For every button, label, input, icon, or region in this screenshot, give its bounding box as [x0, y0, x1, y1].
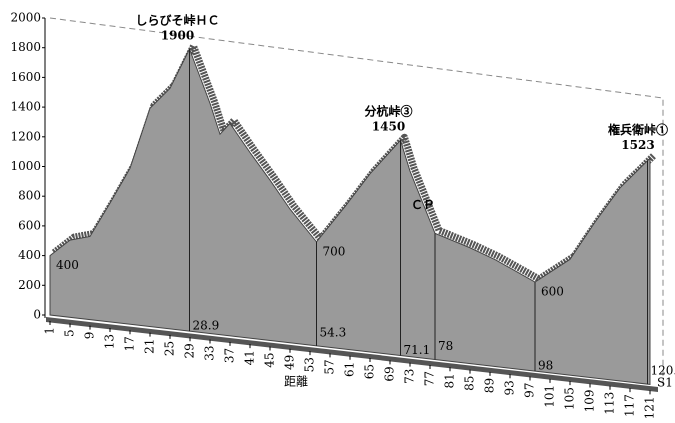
distance-label: 98	[538, 359, 553, 373]
x-tick-label: 9	[83, 332, 97, 340]
y-tick-label: 1200	[10, 129, 41, 143]
x-axis-title: 距離	[284, 375, 308, 389]
x-tick-label: 65	[363, 364, 377, 379]
y-tick-label: 200	[18, 278, 41, 292]
x-tick-label: 5	[63, 329, 77, 337]
x-tick-label: 101	[543, 385, 557, 408]
peak-elevation: 1450	[372, 120, 405, 134]
y-tick-label: 1000	[10, 159, 41, 173]
x-tick-label: 69	[383, 366, 397, 381]
peak-name: しらびそ峠ＨＣ	[135, 12, 219, 27]
x-tick-label: 117	[623, 394, 637, 417]
x-tick-label: 73	[403, 369, 417, 384]
x-tick-label: 45	[263, 352, 277, 367]
y-tick-label: 1400	[10, 100, 41, 114]
x-tick-label: 33	[203, 346, 217, 361]
x-tick-label: 61	[343, 362, 357, 377]
distance-label: 120.5	[651, 364, 675, 378]
distance-label: 78	[438, 339, 453, 353]
area	[49, 47, 651, 385]
x-tick-label: 93	[503, 380, 517, 395]
distance-label: 71.1	[404, 343, 431, 357]
end-label: S1	[657, 376, 673, 390]
point-value: 600	[541, 285, 564, 299]
x-tick-label: 1	[43, 327, 57, 335]
x-tick-label: 81	[443, 373, 457, 388]
point-value: 400	[56, 258, 79, 272]
y-tick-label: 1800	[10, 40, 41, 54]
peak-elevation: 1523	[621, 138, 654, 152]
y-tick-label: 2000	[10, 11, 41, 25]
y-tick-label: 600	[18, 218, 41, 232]
peak-name: ＣＰ	[411, 198, 435, 212]
x-tick-label: 85	[463, 376, 477, 391]
y-tick-label: 0	[33, 308, 41, 322]
x-tick-label: 97	[523, 383, 537, 398]
x-tick-label: 17	[123, 336, 137, 351]
x-tick-label: 25	[163, 341, 177, 356]
floor	[46, 317, 658, 392]
x-tick-label: 89	[483, 378, 497, 393]
x-tick-label: 37	[223, 348, 237, 363]
y-tick-label: 800	[18, 189, 41, 203]
x-tick-label: 77	[423, 371, 437, 386]
x-tick-label: 109	[583, 389, 597, 412]
distance-label: 28.9	[193, 319, 220, 333]
peak-elevation: 1900	[161, 28, 194, 42]
x-tick-label: 57	[323, 359, 337, 374]
y-tick-label: 400	[18, 248, 41, 262]
x-tick-label: 41	[243, 350, 257, 365]
peak-name: 権兵衛峠①	[608, 122, 668, 137]
x-tick-label: 49	[283, 355, 297, 370]
y-tick-label: 1600	[10, 70, 41, 84]
x-tick-label: 29	[183, 343, 197, 358]
peak-name: 分杭峠③	[364, 104, 412, 119]
distance-label: 54.3	[320, 325, 347, 339]
x-tick-label: 121	[643, 396, 657, 419]
point-value: 700	[323, 244, 346, 258]
x-tick-label: 13	[103, 334, 117, 349]
x-tick-label: 105	[563, 387, 577, 410]
x-tick-label: 53	[303, 357, 317, 372]
x-tick-label: 113	[603, 392, 617, 415]
x-tick-label: 21	[143, 339, 157, 354]
